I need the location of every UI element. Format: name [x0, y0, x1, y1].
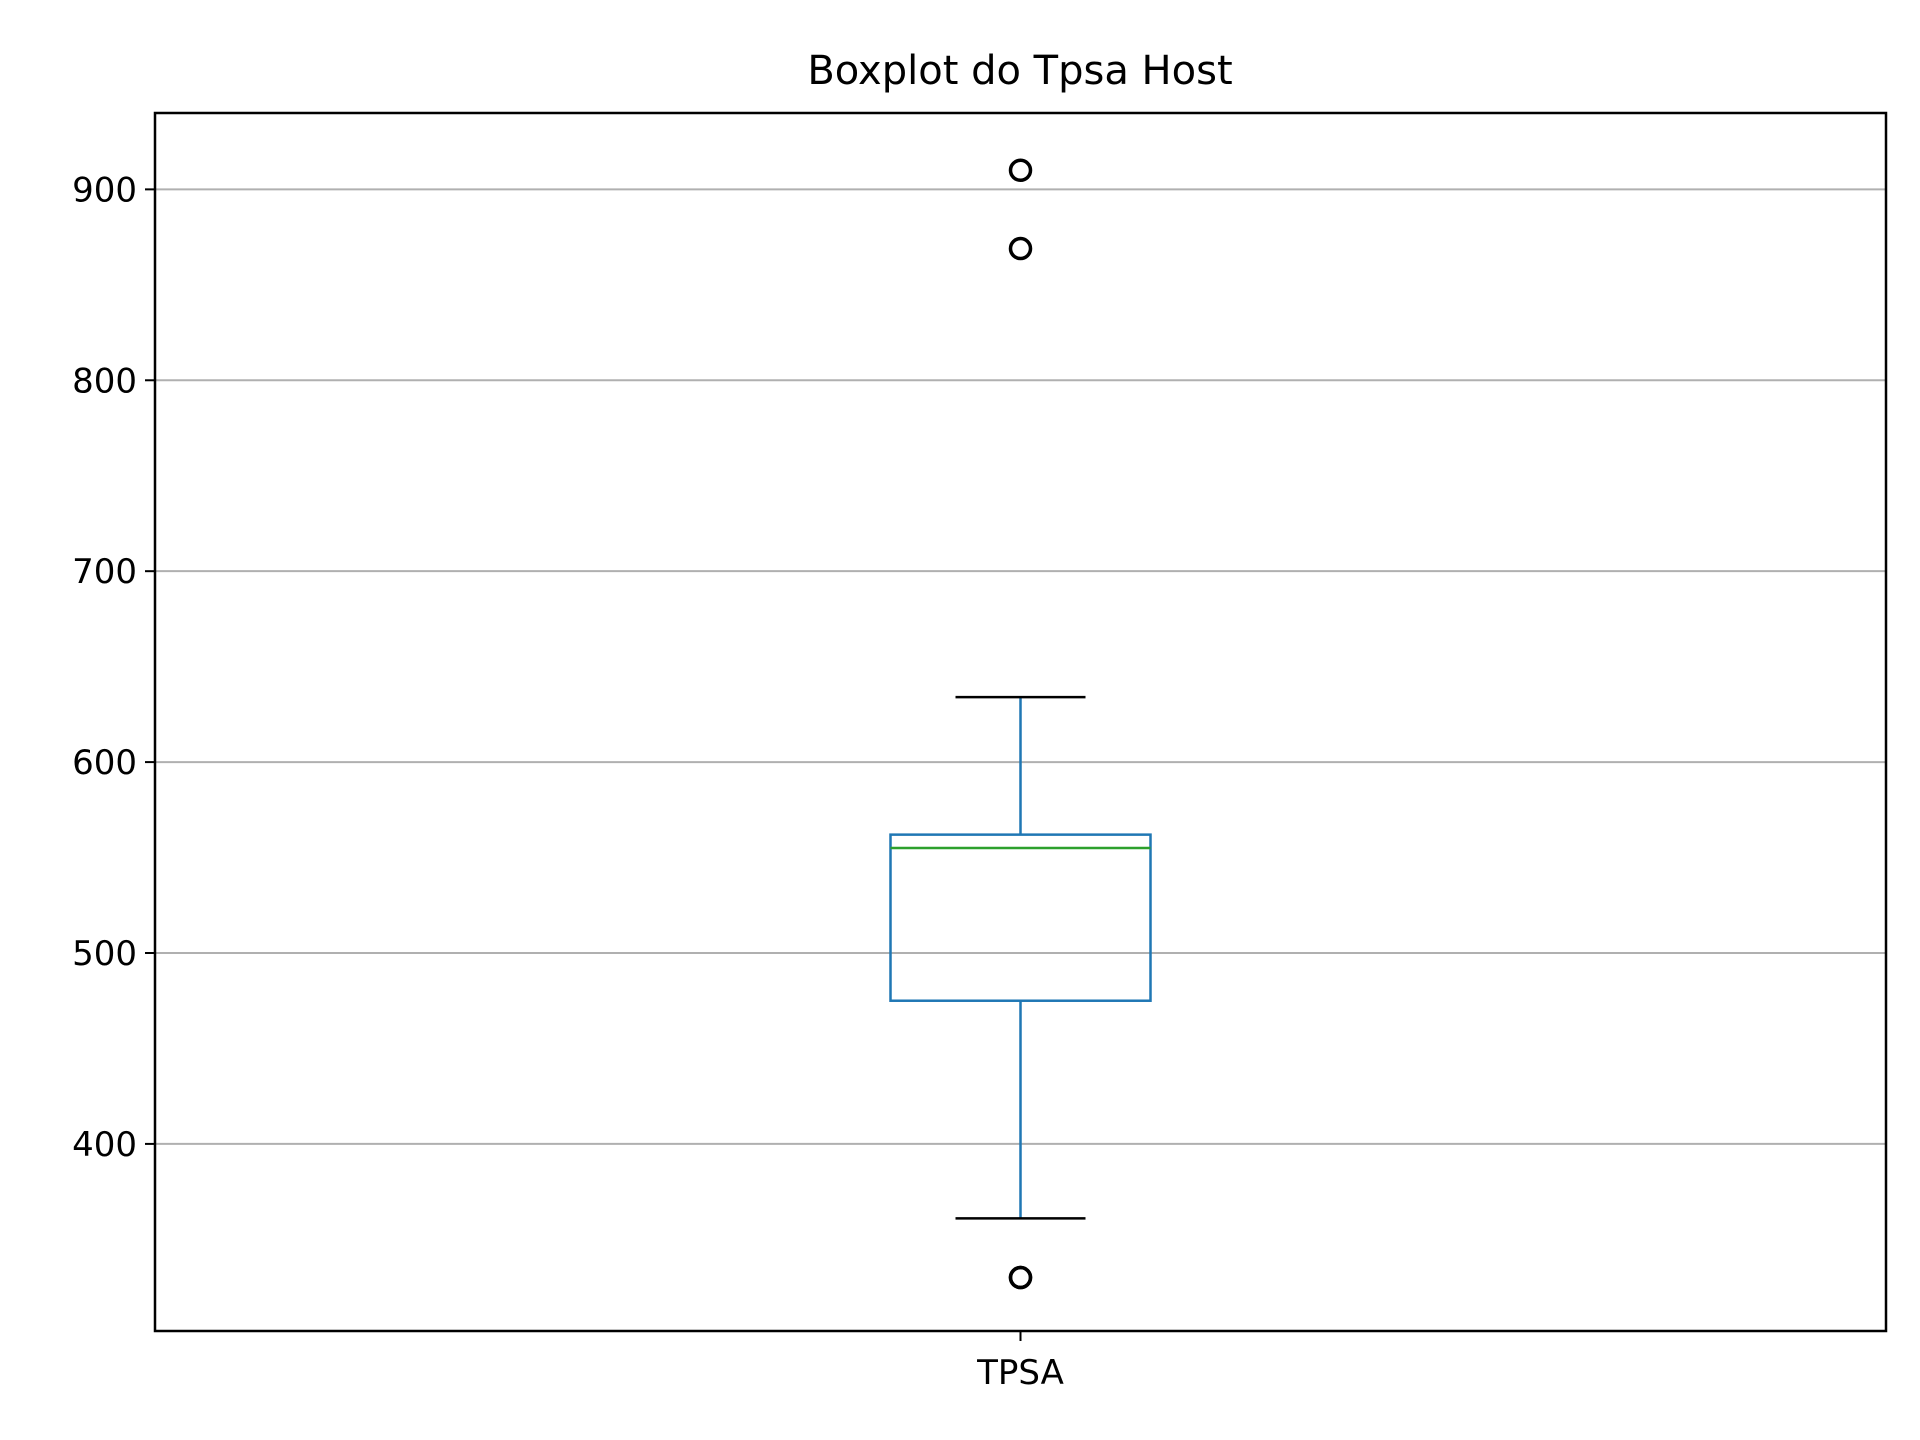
outlier-point [1008, 158, 1033, 183]
x-tick-label: TPSA [976, 1353, 1064, 1393]
outlier-point [1008, 236, 1033, 261]
boxes-layer [889, 158, 1152, 1290]
outlier-point [1008, 1265, 1033, 1290]
chart-title: Boxplot do Tpsa Host [807, 48, 1232, 94]
y-axis: 400 500 600 700 800 900 [72, 170, 155, 1165]
y-tick-label: 500 [72, 934, 137, 974]
y-tick-label: 700 [72, 552, 137, 592]
x-axis: TPSA [976, 1331, 1064, 1393]
axes-frame [153, 111, 1888, 1333]
box-group [889, 158, 1152, 1290]
y-tick-label: 400 [72, 1125, 137, 1165]
y-tick-label: 800 [72, 361, 137, 401]
iqr-box [889, 833, 1152, 1002]
y-tick-label: 900 [72, 170, 137, 210]
y-tick-label: 600 [72, 743, 137, 783]
